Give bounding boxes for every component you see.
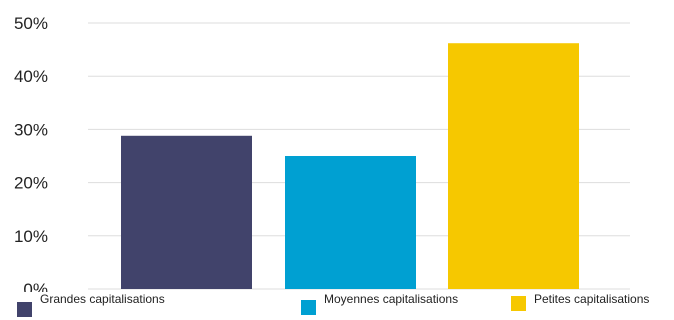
legend-item-moyennes: Moyennes capitalisations bbox=[301, 292, 458, 315]
y-tick-label: 20% bbox=[14, 174, 48, 193]
bars bbox=[121, 43, 579, 289]
bar-2 bbox=[285, 156, 416, 289]
legend-swatch-grandes bbox=[17, 302, 32, 317]
legend-label-moyennes: Moyennes capitalisations bbox=[324, 292, 459, 306]
y-tick-label: 10% bbox=[14, 227, 48, 246]
y-axis-tick-labels: 0% 10% 20% 30% 40% 50% bbox=[14, 14, 48, 292]
legend-swatch-petites bbox=[511, 296, 526, 311]
bar-chart: 0% 10% 20% 30% 40% 50% bbox=[14, 14, 630, 292]
y-tick-label: 50% bbox=[14, 14, 48, 33]
legend-item-grandes: Grandes capitalisations bbox=[17, 292, 165, 317]
y-tick-label: 30% bbox=[14, 120, 48, 139]
bar-3 bbox=[448, 43, 579, 289]
legend: Grandes capitalisations Moyennes capital… bbox=[0, 292, 674, 320]
legend-label-grandes: Grandes capitalisations bbox=[40, 292, 165, 306]
bar-1 bbox=[121, 135, 252, 289]
legend-label-petites: Petites capitalisations bbox=[534, 292, 650, 306]
y-tick-label: 0% bbox=[23, 280, 48, 292]
legend-swatch-moyennes bbox=[301, 300, 316, 315]
legend-item-petites: Petites capitalisations bbox=[511, 292, 649, 311]
y-tick-label: 40% bbox=[14, 67, 48, 86]
